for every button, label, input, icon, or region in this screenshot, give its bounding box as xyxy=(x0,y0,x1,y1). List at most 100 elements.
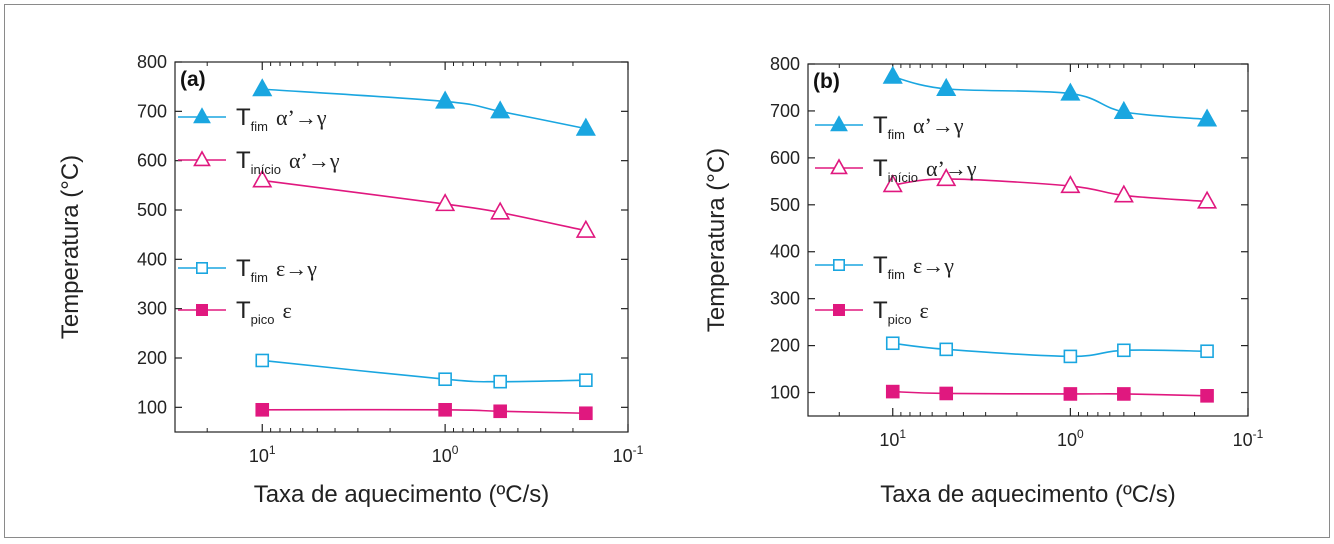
data-point xyxy=(493,374,507,389)
data-point xyxy=(435,90,456,109)
data-point xyxy=(1060,175,1081,194)
y-tick-label: 500 xyxy=(770,195,800,215)
panel-label: (a) xyxy=(180,68,206,91)
y-tick-label: 200 xyxy=(137,348,167,368)
chart-panel-b: 100 200 300 400 500 600 700 800 101 100 10-1 Taxa d… xyxy=(703,54,1264,508)
data-point xyxy=(1113,184,1134,203)
legend-label: Tfim ε→γ xyxy=(873,252,954,282)
data-point xyxy=(882,65,903,84)
legend-entry: Tinício α’→γ xyxy=(178,147,340,177)
data-point xyxy=(885,336,900,351)
series-line xyxy=(262,408,586,415)
legend-label: Tinício α’→γ xyxy=(873,155,977,185)
series-0 xyxy=(252,78,596,136)
y-tick-label: 400 xyxy=(770,242,800,262)
data-point xyxy=(575,117,596,136)
y-axis-label: Temperatura (°C) xyxy=(57,155,84,339)
legend-entry: Tfim ε→γ xyxy=(178,255,317,285)
y-tick-label: 600 xyxy=(137,151,167,171)
y-tick-label: 100 xyxy=(770,383,800,403)
data-point xyxy=(939,386,954,401)
series-1 xyxy=(882,168,1218,209)
legend-marker xyxy=(196,261,209,274)
y-tick-label: 400 xyxy=(137,249,167,269)
legend-label: Tpico ε xyxy=(873,297,929,327)
plot-area xyxy=(174,61,629,433)
data-point xyxy=(252,78,273,97)
data-point xyxy=(936,77,957,96)
series-3 xyxy=(255,402,593,421)
x-tick-label: 101 xyxy=(879,427,906,450)
series-2 xyxy=(255,353,593,389)
data-point xyxy=(579,406,593,421)
y-tick-label: 700 xyxy=(770,101,800,121)
data-point xyxy=(438,372,452,387)
y-tick-label: 100 xyxy=(137,397,167,417)
legend-label: Tfim α’→γ xyxy=(873,112,964,142)
figure-frame xyxy=(4,4,1330,538)
x-tick-label: 100 xyxy=(1057,427,1084,450)
y-tick-label: 300 xyxy=(137,299,167,319)
series-line xyxy=(262,359,586,383)
y-tick-label: 200 xyxy=(770,336,800,356)
legend-label: Tfim α’→γ xyxy=(236,104,327,134)
legend-entry: Tpico ε xyxy=(178,297,292,327)
data-point xyxy=(939,342,954,357)
x-axis-label: Taxa de aquecimento (ºC/s) xyxy=(254,481,550,508)
x-tick-label: 10-1 xyxy=(613,443,644,466)
data-point xyxy=(1117,343,1131,358)
data-point xyxy=(1197,108,1218,127)
data-point xyxy=(252,169,273,188)
data-point xyxy=(255,402,270,417)
series-1 xyxy=(252,169,596,238)
series-line xyxy=(262,88,587,130)
data-point xyxy=(1200,344,1214,359)
legend-marker xyxy=(193,150,211,167)
legend-marker xyxy=(832,258,845,271)
data-point xyxy=(435,193,456,212)
y-tick-label: 800 xyxy=(137,52,167,72)
series-2 xyxy=(885,336,1214,364)
y-tick-label: 500 xyxy=(137,200,167,220)
panel-label: (b) xyxy=(813,70,840,93)
data-point xyxy=(1063,349,1078,364)
data-point xyxy=(1200,389,1214,403)
data-point xyxy=(490,201,511,220)
y-tick-label: 800 xyxy=(770,54,800,74)
legend-marker xyxy=(193,107,211,124)
legend-label: Tinício α’→γ xyxy=(236,147,340,177)
data-point xyxy=(1117,387,1131,401)
legend-label: Tpico ε xyxy=(236,297,292,327)
y-tick-label: 300 xyxy=(770,289,800,309)
y-tick-label: 700 xyxy=(137,101,167,121)
x-axis-label: Taxa de aquecimento (ºC/s) xyxy=(880,481,1176,508)
legend-entry: Tfim α’→γ xyxy=(178,104,327,134)
data-point xyxy=(1113,100,1134,119)
plot-area xyxy=(807,63,1249,417)
x-tick-label: 10-1 xyxy=(1233,427,1264,450)
legend-entry: Tinício α’→γ xyxy=(815,155,977,185)
data-point xyxy=(885,384,900,399)
legend-entry: Tfim ε→γ xyxy=(815,252,954,282)
data-point xyxy=(575,219,596,238)
legend-marker xyxy=(832,303,845,316)
legend-label: Tfim ε→γ xyxy=(236,255,317,285)
data-point xyxy=(1063,387,1078,401)
data-point xyxy=(1197,190,1218,209)
series-3 xyxy=(885,384,1214,403)
x-tick-label: 100 xyxy=(432,443,459,466)
data-point xyxy=(438,402,452,417)
data-point xyxy=(490,100,511,119)
data-point xyxy=(882,174,903,193)
legend-entry: Tpico ε xyxy=(815,297,929,327)
x-tick-label: 101 xyxy=(249,443,276,466)
legend-marker xyxy=(196,303,209,316)
y-axis-label: Temperatura (°C) xyxy=(703,148,730,332)
legend-marker xyxy=(830,115,848,132)
data-point xyxy=(1060,82,1081,101)
data-point xyxy=(493,404,507,419)
legend-marker xyxy=(830,158,848,175)
series-line xyxy=(262,179,587,232)
data-point xyxy=(936,168,957,187)
